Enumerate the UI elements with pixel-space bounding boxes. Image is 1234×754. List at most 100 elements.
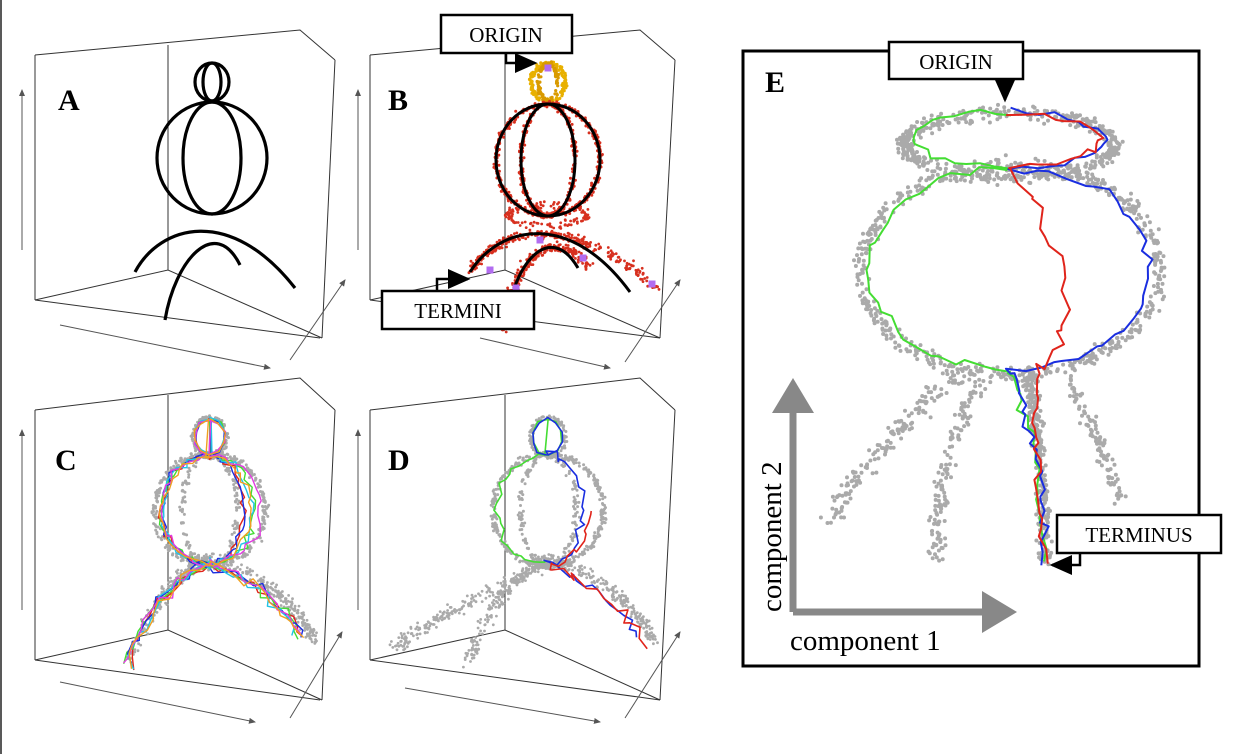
- red-point: [522, 156, 526, 160]
- red-point: [657, 288, 661, 291]
- gray-point: [572, 514, 576, 518]
- gray-point: [395, 644, 398, 647]
- gray-point: [1138, 324, 1143, 328]
- gray-point: [898, 348, 903, 353]
- red-point: [514, 109, 518, 113]
- red-point: [641, 272, 645, 276]
- gray-point: [289, 600, 292, 604]
- gray-point: [258, 479, 262, 483]
- gray-point: [265, 506, 269, 510]
- gray-point: [163, 536, 167, 540]
- gray-point: [314, 638, 317, 641]
- gray-point: [446, 609, 449, 612]
- gray-point: [199, 417, 203, 421]
- gray-point: [160, 478, 164, 482]
- gray-point: [935, 162, 940, 167]
- gray-point: [496, 581, 500, 585]
- gray-point: [1048, 370, 1053, 375]
- gray-point: [514, 461, 518, 465]
- gray-point: [1036, 117, 1040, 122]
- gray-point: [512, 572, 516, 575]
- gray-point: [432, 615, 435, 619]
- gray-point: [1161, 254, 1166, 259]
- red-point: [532, 220, 536, 224]
- red-point: [583, 211, 586, 214]
- gray-point: [579, 574, 583, 578]
- gray-point: [537, 563, 541, 567]
- gray-point: [560, 446, 564, 450]
- gray-point: [181, 489, 185, 493]
- gray-point: [600, 522, 604, 525]
- gray-point: [226, 453, 230, 456]
- gray-point: [575, 488, 579, 492]
- gray-point: [227, 472, 231, 476]
- gray-point: [537, 567, 540, 571]
- gray-point: [296, 620, 300, 624]
- red-point: [534, 255, 538, 259]
- gray-point: [531, 464, 535, 468]
- gray-point: [460, 606, 464, 609]
- gray-point: [514, 578, 518, 582]
- gray-point: [1071, 113, 1076, 118]
- gray-point: [599, 526, 603, 530]
- gray-point: [983, 177, 988, 182]
- gray-point: [645, 632, 649, 636]
- gray-point: [540, 573, 544, 577]
- gray-point: [489, 514, 493, 518]
- red-point: [506, 199, 510, 203]
- gray-point: [146, 608, 150, 612]
- gray-point: [543, 554, 546, 558]
- gray-point: [502, 591, 506, 595]
- gray-point: [592, 540, 596, 544]
- gray-point: [527, 470, 531, 473]
- gray-point: [589, 576, 592, 580]
- gray-point: [187, 546, 191, 550]
- gray-point: [861, 258, 866, 263]
- gray-point: [515, 583, 519, 587]
- gray-point: [587, 573, 591, 577]
- gray-point: [969, 119, 974, 124]
- gray-point: [470, 605, 473, 608]
- red-point: [580, 252, 583, 255]
- gray-point: [1134, 216, 1139, 221]
- red-point: [568, 181, 572, 185]
- gray-point: [598, 498, 602, 502]
- red-point: [525, 267, 528, 271]
- gray-point: [630, 612, 634, 616]
- gray-point: [939, 111, 944, 116]
- gray-point: [998, 115, 1003, 120]
- gray-point: [210, 552, 214, 556]
- gray-point: [297, 604, 301, 608]
- red-point: [574, 252, 578, 255]
- gray-point: [600, 492, 604, 496]
- gray-point: [287, 594, 290, 597]
- gray-point: [1149, 235, 1154, 240]
- red-point: [597, 242, 601, 246]
- gray-point: [232, 531, 236, 535]
- red-point: [555, 232, 558, 235]
- gray-point: [931, 365, 936, 370]
- gray-point: [619, 602, 623, 605]
- red-point: [523, 220, 527, 224]
- gray-point: [1104, 130, 1109, 134]
- gray-point: [585, 468, 589, 472]
- gray-point: [146, 632, 150, 636]
- gray-point: [260, 522, 264, 526]
- red-point: [587, 131, 591, 135]
- gray-point: [246, 466, 250, 470]
- gray-point: [299, 616, 303, 619]
- red-point: [567, 235, 571, 238]
- red-point: [576, 260, 580, 264]
- gray-point: [235, 556, 239, 560]
- gray-point: [275, 595, 279, 598]
- gray-point: [652, 642, 655, 646]
- gray-point: [1046, 118, 1050, 123]
- red-point: [514, 275, 517, 279]
- gray-point: [235, 524, 239, 528]
- red-point: [623, 259, 626, 263]
- gray-point: [972, 164, 977, 169]
- gray-point: [169, 576, 172, 580]
- gray-point: [1092, 159, 1097, 164]
- gray-point: [260, 490, 264, 494]
- gray-point: [601, 516, 605, 519]
